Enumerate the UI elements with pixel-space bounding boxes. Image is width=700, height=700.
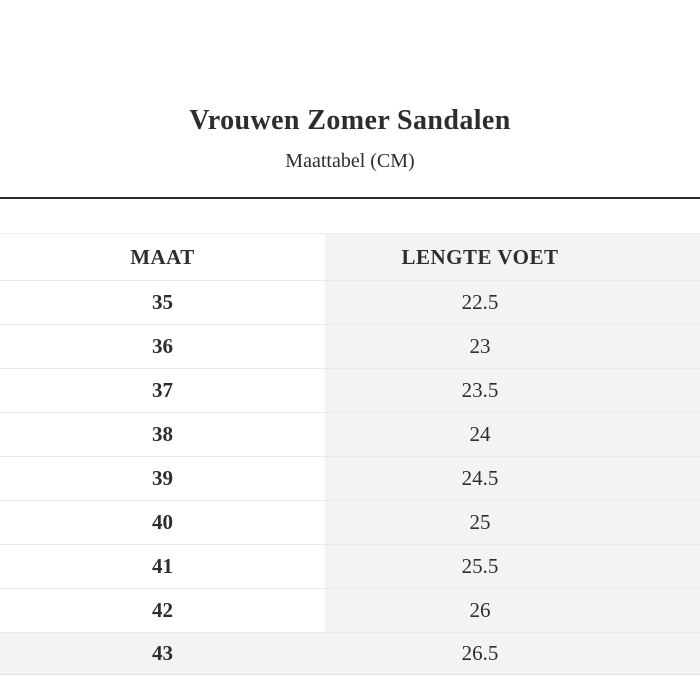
table-row: 39 24.5	[0, 456, 700, 501]
size-cell: 36	[0, 324, 325, 369]
size-cell: 35	[0, 280, 325, 325]
section-divider	[0, 197, 700, 199]
table-row: 36 23	[0, 324, 700, 369]
foot-length-cell: 22.5	[325, 280, 700, 325]
size-cell: 39	[0, 456, 325, 501]
size-cell: 43	[0, 632, 325, 675]
size-cell: 40	[0, 500, 325, 545]
size-cell: 38	[0, 412, 325, 457]
table-row: 43 26.5	[0, 632, 700, 675]
table-header-row: MAAT LENGTE VOET	[0, 233, 700, 281]
column-header-maat: MAAT	[0, 233, 325, 281]
table-row: 41 25.5	[0, 544, 700, 589]
table-row: 38 24	[0, 412, 700, 457]
page-title: Vrouwen Zomer Sandalen	[189, 105, 511, 136]
table-row: 40 25	[0, 500, 700, 545]
foot-length-cell: 24	[325, 412, 700, 457]
page-subtitle: Maattabel (CM)	[285, 150, 415, 172]
foot-length-cell: 25	[325, 500, 700, 545]
table-row: 42 26	[0, 588, 700, 633]
foot-length-cell: 23	[325, 324, 700, 369]
foot-length-cell: 26.5	[325, 632, 700, 675]
table-row: 35 22.5	[0, 280, 700, 325]
foot-length-cell: 24.5	[325, 456, 700, 501]
column-header-lengte-voet: LENGTE VOET	[325, 233, 700, 281]
foot-length-cell: 25.5	[325, 544, 700, 589]
size-cell: 41	[0, 544, 325, 589]
size-table: MAAT LENGTE VOET 35 22.5 36 23 37 23.5 3…	[0, 233, 700, 675]
foot-length-cell: 23.5	[325, 368, 700, 413]
foot-length-cell: 26	[325, 588, 700, 633]
size-cell: 37	[0, 368, 325, 413]
table-row: 37 23.5	[0, 368, 700, 413]
size-cell: 42	[0, 588, 325, 633]
